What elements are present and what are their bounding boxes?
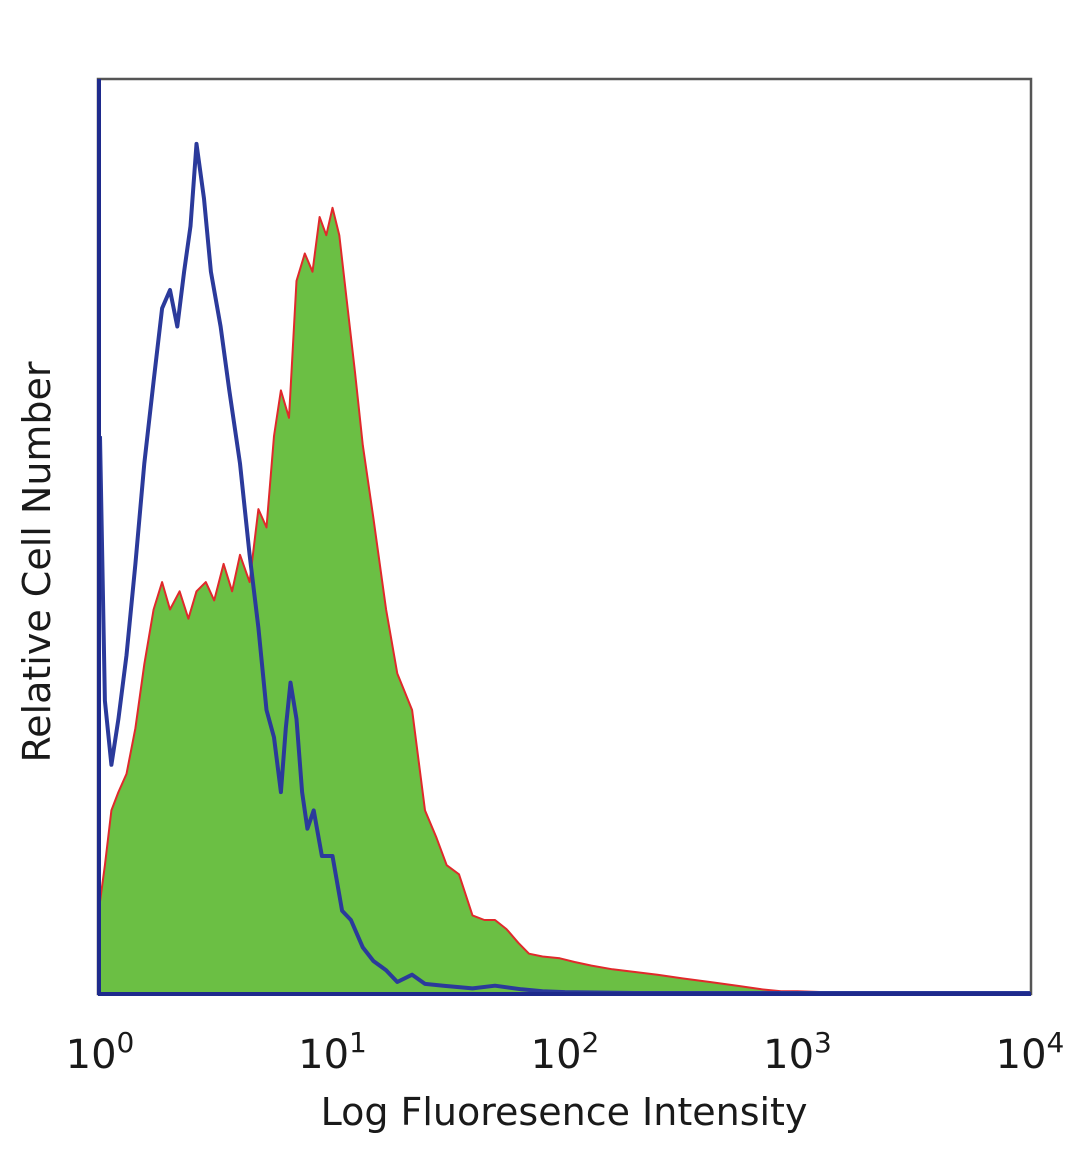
x-tick-label-3: 103 [763, 1026, 832, 1078]
plot-layer [98, 141, 1030, 995]
x-tick-label-2: 102 [531, 1026, 600, 1078]
x-tick-label-1: 101 [298, 1026, 367, 1078]
series-0-histogram-edge [99, 206, 1030, 994]
x-tick-labels: 100 101 102 103 104 [66, 1026, 1065, 1078]
series-0-filled-histogram [100, 207, 1030, 994]
series-1-outline-histogram [98, 141, 1030, 995]
x-tick-label-4: 104 [996, 1026, 1065, 1078]
x-axis-title: Log Fluoresence Intensity [321, 1090, 808, 1134]
x-tick-label-0: 100 [66, 1026, 135, 1078]
y-axis-title: Relative Cell Number [15, 361, 59, 762]
